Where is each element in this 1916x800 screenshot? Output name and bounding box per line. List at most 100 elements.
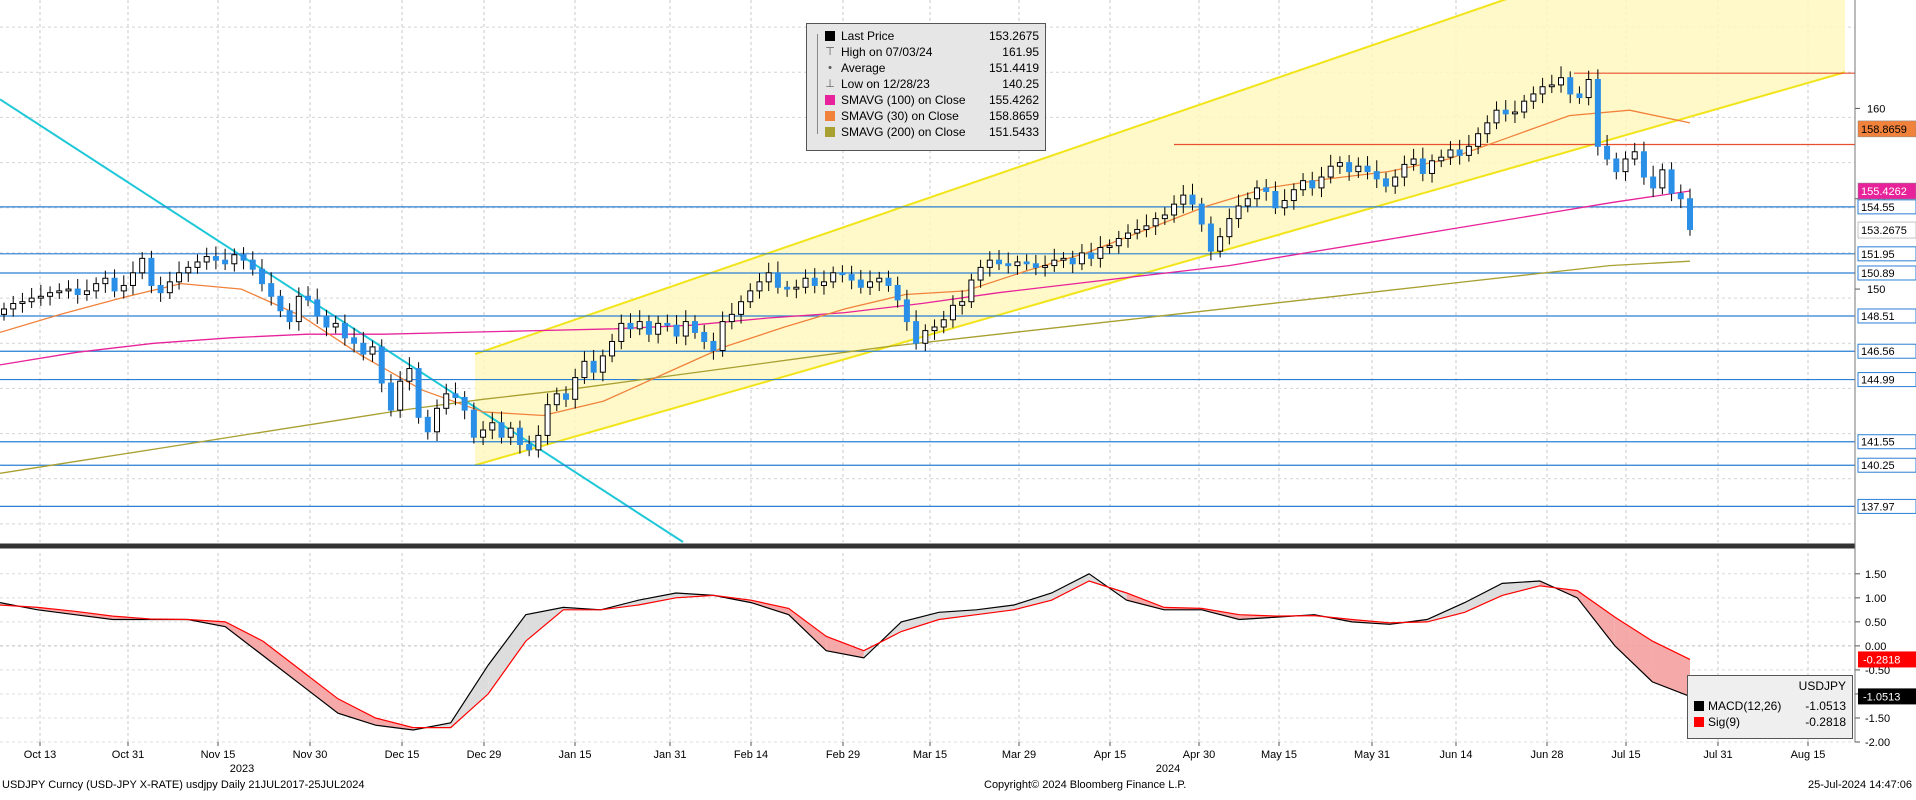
candle-body [388, 383, 393, 410]
candle-body [1568, 78, 1573, 94]
date-tick-label: Jul 31 [1703, 749, 1732, 761]
candle-body [895, 285, 900, 299]
candle-body [352, 338, 357, 343]
candle-body [11, 304, 16, 309]
macd-legend-row: Sig(9)-0.2818 [1690, 714, 1846, 730]
candle-body [1476, 134, 1481, 147]
level-tag-label: 137.97 [1861, 501, 1895, 513]
candle-body [342, 323, 347, 337]
level-tag-label: 148.51 [1861, 311, 1895, 323]
date-tick-label: Dec 15 [385, 749, 420, 761]
candle-body [628, 323, 633, 328]
candle-body [1126, 233, 1131, 238]
candle-body [471, 410, 476, 437]
date-tick-label: Feb 29 [826, 749, 860, 761]
macd-legend-swatch [1694, 717, 1704, 727]
candle-body [656, 323, 661, 334]
candle-body [665, 323, 670, 325]
candle-body [573, 378, 578, 400]
price-tick-label: 160 [1867, 103, 1885, 115]
candle-body [66, 289, 71, 291]
candle-body [1328, 166, 1333, 177]
legend-value: 153.2675 [989, 28, 1039, 44]
candle-body [978, 267, 983, 280]
legend-swatch [825, 111, 835, 121]
footer-right: 25-Jul-2024 14:47:06 [1808, 779, 1912, 791]
date-tick-label: Aug 15 [1791, 749, 1826, 761]
macd-legend-value: -0.2818 [1805, 714, 1846, 730]
footer-center: Copyright© 2024 Bloomberg Finance L.P. [984, 779, 1186, 791]
candle-body [1015, 262, 1020, 266]
candle-body [1623, 159, 1628, 172]
legend-label: SMAVG (30) on Close [841, 108, 959, 124]
candle-body [213, 257, 218, 261]
candle-body [812, 278, 817, 285]
candle-body [969, 280, 974, 302]
candle-body [877, 278, 882, 282]
candle-body [950, 305, 955, 319]
candle-body [1595, 79, 1600, 146]
candle-body [757, 282, 762, 291]
candle-body [849, 275, 854, 280]
candle-body [38, 296, 43, 298]
level-tag-label: 140.25 [1861, 460, 1895, 472]
candle-body [425, 417, 430, 431]
candle-body [1531, 94, 1536, 101]
candle-body [361, 343, 366, 354]
candle-body [1181, 195, 1186, 204]
candle-body [1522, 101, 1527, 112]
candle-body [720, 322, 725, 351]
candle-body [379, 347, 384, 383]
candle-body [1669, 170, 1674, 193]
candle-body [186, 267, 191, 272]
macd-value-tag-label: -1.0513 [1863, 691, 1900, 703]
legend-label: Average [841, 60, 885, 76]
candle-body [269, 284, 274, 297]
candle-body [904, 300, 909, 322]
candle-body [858, 280, 863, 287]
date-tick-label: Jan 31 [653, 749, 686, 761]
macd-tick-label: 1.50 [1865, 569, 1886, 581]
level-tag-label: 151.95 [1861, 249, 1895, 261]
candle-body [453, 394, 458, 398]
candle-body [775, 273, 780, 287]
date-tick-label: Feb 14 [734, 749, 768, 761]
candle-body [48, 293, 53, 297]
date-tick-label: Jun 28 [1530, 749, 1563, 761]
date-tick-label: Jul 15 [1611, 749, 1640, 761]
level-tag-label: 146.56 [1861, 346, 1895, 358]
candle-body [766, 273, 771, 282]
high-marker-icon: ⊤ [825, 44, 835, 60]
candle-body [1605, 146, 1610, 159]
candle-body [1356, 166, 1361, 171]
candle-body [149, 258, 154, 285]
candle-body [517, 428, 522, 444]
candle-body [1512, 112, 1517, 114]
candle-body [84, 291, 89, 295]
legend-swatch [825, 127, 835, 137]
candle-body [1430, 161, 1435, 174]
candle-body [683, 322, 688, 336]
candle-body [987, 260, 992, 267]
date-tick-label: Nov 15 [201, 749, 236, 761]
legend-label: Low on 12/28/23 [841, 76, 930, 92]
year-label-2024: 2024 [1156, 763, 1180, 775]
candle-body [1651, 177, 1656, 188]
candle-body [960, 302, 965, 306]
low-marker-icon: ⊥ [825, 76, 835, 92]
legend-swatch [825, 95, 835, 105]
candle-body [508, 428, 513, 437]
candle-body [637, 322, 642, 329]
candle [1595, 69, 1600, 155]
candle-body [1061, 258, 1066, 260]
candle-body [370, 347, 375, 354]
candle-body [499, 423, 504, 437]
candle-body [1116, 238, 1121, 245]
macd-legend-row: MACD(12,26)-1.0513 [1690, 698, 1846, 714]
candle-body [591, 361, 596, 372]
candle-body [1411, 159, 1416, 164]
date-tick-label: Apr 30 [1183, 749, 1215, 761]
candle-body [1485, 123, 1490, 134]
candle-body [1632, 152, 1637, 159]
candle-body [1347, 163, 1352, 172]
